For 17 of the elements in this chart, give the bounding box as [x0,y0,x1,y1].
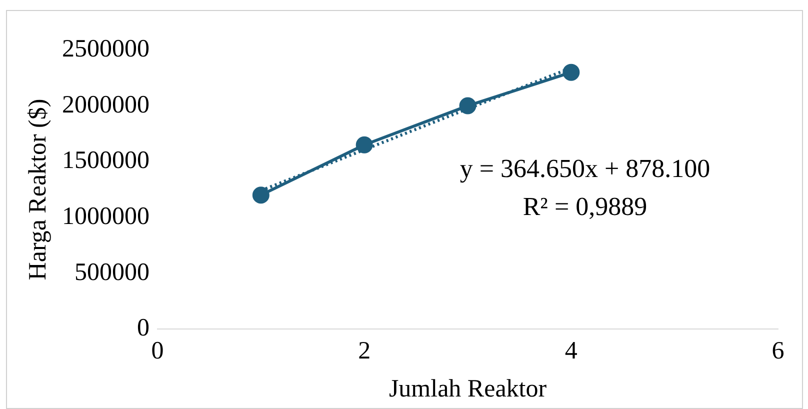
x-axis-title: Jumlah Reaktor [388,376,548,403]
y-tick-label: 1500000 [62,147,150,174]
point [356,136,373,154]
point [562,64,580,81]
y-tick-label: 2500000 [62,36,150,63]
x-tick-label: 2 [358,338,371,365]
point [459,97,476,114]
annotation: y = 364.650x + 878.100 [458,153,712,185]
y-tick-label: 1000000 [62,202,150,230]
annotation: R² = 0,9889 [522,191,648,223]
y-tick-label: 500000 [74,258,150,286]
point [252,186,270,204]
x-tick-label: 6 [772,338,784,365]
y-axis-title: Harga Reaktor ($) [24,98,52,280]
y-tick-label: 0 [137,314,150,342]
y-tick-label: 2000000 [62,91,150,118]
x-tick-label: 4 [564,338,578,365]
